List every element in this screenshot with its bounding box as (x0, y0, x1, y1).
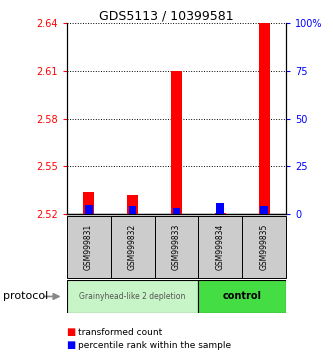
Bar (129, 206, 137, 214)
Bar (127, 195, 138, 214)
Text: GSM999832: GSM999832 (128, 224, 137, 270)
Bar (171, 71, 182, 214)
Text: control: control (223, 291, 262, 302)
Bar (67, 280, 198, 313)
Bar (260, 206, 268, 214)
Text: ■: ■ (67, 340, 76, 350)
Bar (198, 216, 242, 278)
Text: GDS5113 / 10399581: GDS5113 / 10399581 (99, 10, 234, 23)
Bar (172, 208, 180, 214)
Bar (85, 205, 93, 214)
Bar (215, 213, 226, 214)
Text: protocol: protocol (3, 291, 49, 302)
Bar (242, 216, 286, 278)
Bar (83, 192, 94, 214)
Bar (67, 216, 111, 278)
Text: transformed count: transformed count (78, 327, 163, 337)
Bar (216, 203, 224, 214)
Text: Grainyhead-like 2 depletion: Grainyhead-like 2 depletion (79, 292, 186, 301)
Text: GSM999835: GSM999835 (260, 224, 269, 270)
Bar (155, 216, 198, 278)
Text: percentile rank within the sample: percentile rank within the sample (78, 341, 231, 350)
Text: GSM999833: GSM999833 (172, 224, 181, 270)
Text: ■: ■ (67, 327, 76, 337)
Text: GSM999831: GSM999831 (84, 224, 93, 270)
Bar (111, 216, 155, 278)
Bar (198, 280, 286, 313)
Text: GSM999834: GSM999834 (216, 224, 225, 270)
Bar (259, 22, 270, 214)
